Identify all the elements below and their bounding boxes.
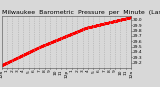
Text: Milwaukee  Barometric  Pressure  per  Minute  (Last  24  Hours): Milwaukee Barometric Pressure per Minute… <box>2 10 160 15</box>
